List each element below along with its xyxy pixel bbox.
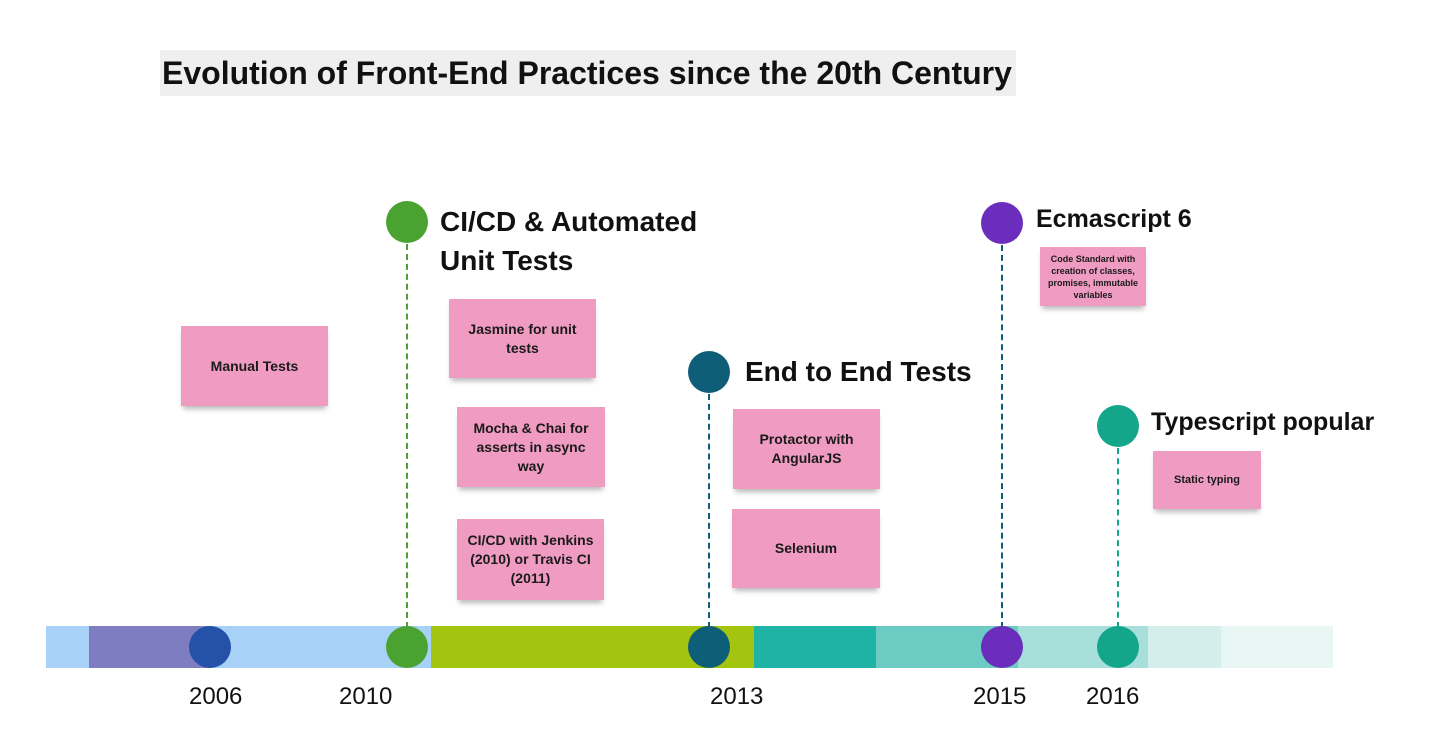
year-label-2013: 2013	[710, 683, 764, 710]
year-label-2010: 2010	[339, 683, 393, 710]
year-label-2015: 2015	[973, 683, 1027, 710]
heading-cicd: CI/CD & Automated Unit Tests	[440, 202, 697, 280]
heading-cicd-line2: Unit Tests	[440, 245, 574, 276]
heading-typescript: Typescript popular	[1151, 408, 1375, 436]
milestone-dot-es6	[981, 202, 1023, 244]
year-label-2016: 2016	[1086, 683, 1140, 710]
timeline-segment	[46, 626, 89, 668]
sticky-note-jasmine: Jasmine for unit tests	[449, 299, 596, 378]
connector-line-2015	[1001, 245, 1003, 628]
connector-line-2010	[406, 244, 408, 628]
sticky-note-manual-tests: Manual Tests	[181, 326, 328, 406]
timeline-dot-2016	[1097, 626, 1139, 668]
timeline-dot-2015	[981, 626, 1023, 668]
sticky-note-selenium: Selenium	[732, 509, 880, 588]
milestone-dot-typescript	[1097, 405, 1139, 447]
timeline-segment	[754, 626, 876, 668]
timeline-dot-2006	[189, 626, 231, 668]
sticky-note-cicd-jenkins: CI/CD with Jenkins (2010) or Travis CI (…	[457, 519, 604, 600]
timeline-segment	[1221, 626, 1333, 668]
timeline-dot-2010	[386, 626, 428, 668]
timeline-segment	[1148, 626, 1221, 668]
heading-e2e: End to End Tests	[745, 356, 972, 387]
milestone-dot-e2e	[688, 351, 730, 393]
diagram-title: Evolution of Front-End Practices since t…	[160, 50, 1016, 96]
connector-line-2016	[1117, 448, 1119, 628]
sticky-note-es6: Code Standard with creation of classes, …	[1040, 247, 1146, 306]
connector-line-2013	[708, 394, 710, 628]
milestone-dot-cicd	[386, 201, 428, 243]
sticky-note-mocha-chai: Mocha & Chai for asserts in async way	[457, 407, 605, 487]
year-label-2006: 2006	[189, 683, 243, 710]
heading-cicd-line1: CI/CD & Automated	[440, 206, 698, 237]
sticky-note-static-typing: Static typing	[1153, 451, 1261, 509]
sticky-note-protractor: Protactor with AngularJS	[733, 409, 880, 489]
heading-es6: Ecmascript 6	[1036, 205, 1192, 233]
timeline-dot-2013	[688, 626, 730, 668]
